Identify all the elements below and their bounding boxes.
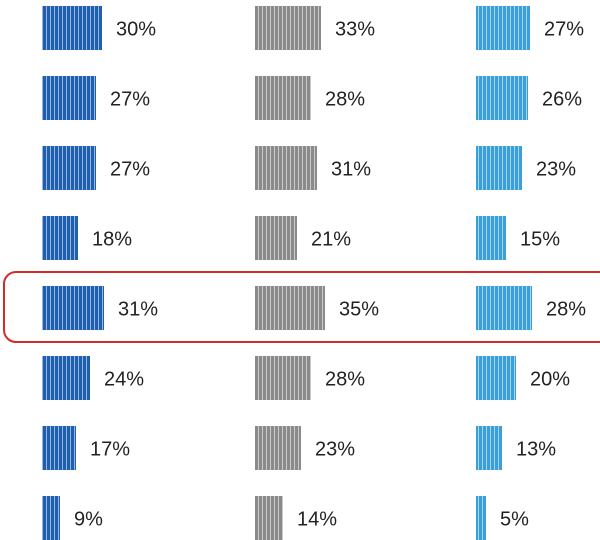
value-label: 14% (297, 508, 337, 530)
value-label: 9% (74, 508, 103, 530)
value-label: 17% (90, 438, 130, 460)
value-label: 35% (339, 298, 379, 320)
bar (476, 286, 532, 330)
bar (476, 426, 502, 470)
bar (42, 146, 96, 190)
value-label: 18% (92, 228, 132, 250)
bar (476, 6, 530, 50)
value-label: 20% (530, 368, 570, 390)
value-label: 27% (110, 88, 150, 110)
value-label: 26% (542, 88, 582, 110)
bar (42, 6, 102, 50)
bar (255, 286, 325, 330)
value-label: 28% (546, 298, 586, 320)
value-label: 21% (311, 228, 351, 250)
bar (42, 496, 60, 540)
value-label: 24% (104, 368, 144, 390)
highlight-row (3, 271, 600, 343)
value-label: 15% (520, 228, 560, 250)
bar (42, 216, 78, 260)
value-label: 31% (118, 298, 158, 320)
value-label: 27% (110, 158, 150, 180)
value-label: 5% (500, 508, 529, 530)
value-label: 23% (315, 438, 355, 460)
value-label: 28% (325, 88, 365, 110)
value-label: 28% (325, 368, 365, 390)
bar (42, 426, 76, 470)
bar (255, 6, 321, 50)
value-label: 23% (536, 158, 576, 180)
value-label: 31% (331, 158, 371, 180)
bar (42, 356, 90, 400)
bar (255, 496, 283, 540)
bar (476, 356, 516, 400)
bar (476, 146, 522, 190)
bar (255, 356, 311, 400)
bar (255, 216, 297, 260)
bar (255, 426, 301, 470)
bar (476, 496, 486, 540)
bar (42, 286, 104, 330)
bar (255, 146, 317, 190)
value-label: 30% (116, 18, 156, 40)
bar (42, 76, 96, 120)
value-label: 27% (544, 18, 584, 40)
value-label: 33% (335, 18, 375, 40)
value-label: 13% (516, 438, 556, 460)
bar (476, 216, 506, 260)
bar (476, 76, 528, 120)
bar (255, 76, 311, 120)
